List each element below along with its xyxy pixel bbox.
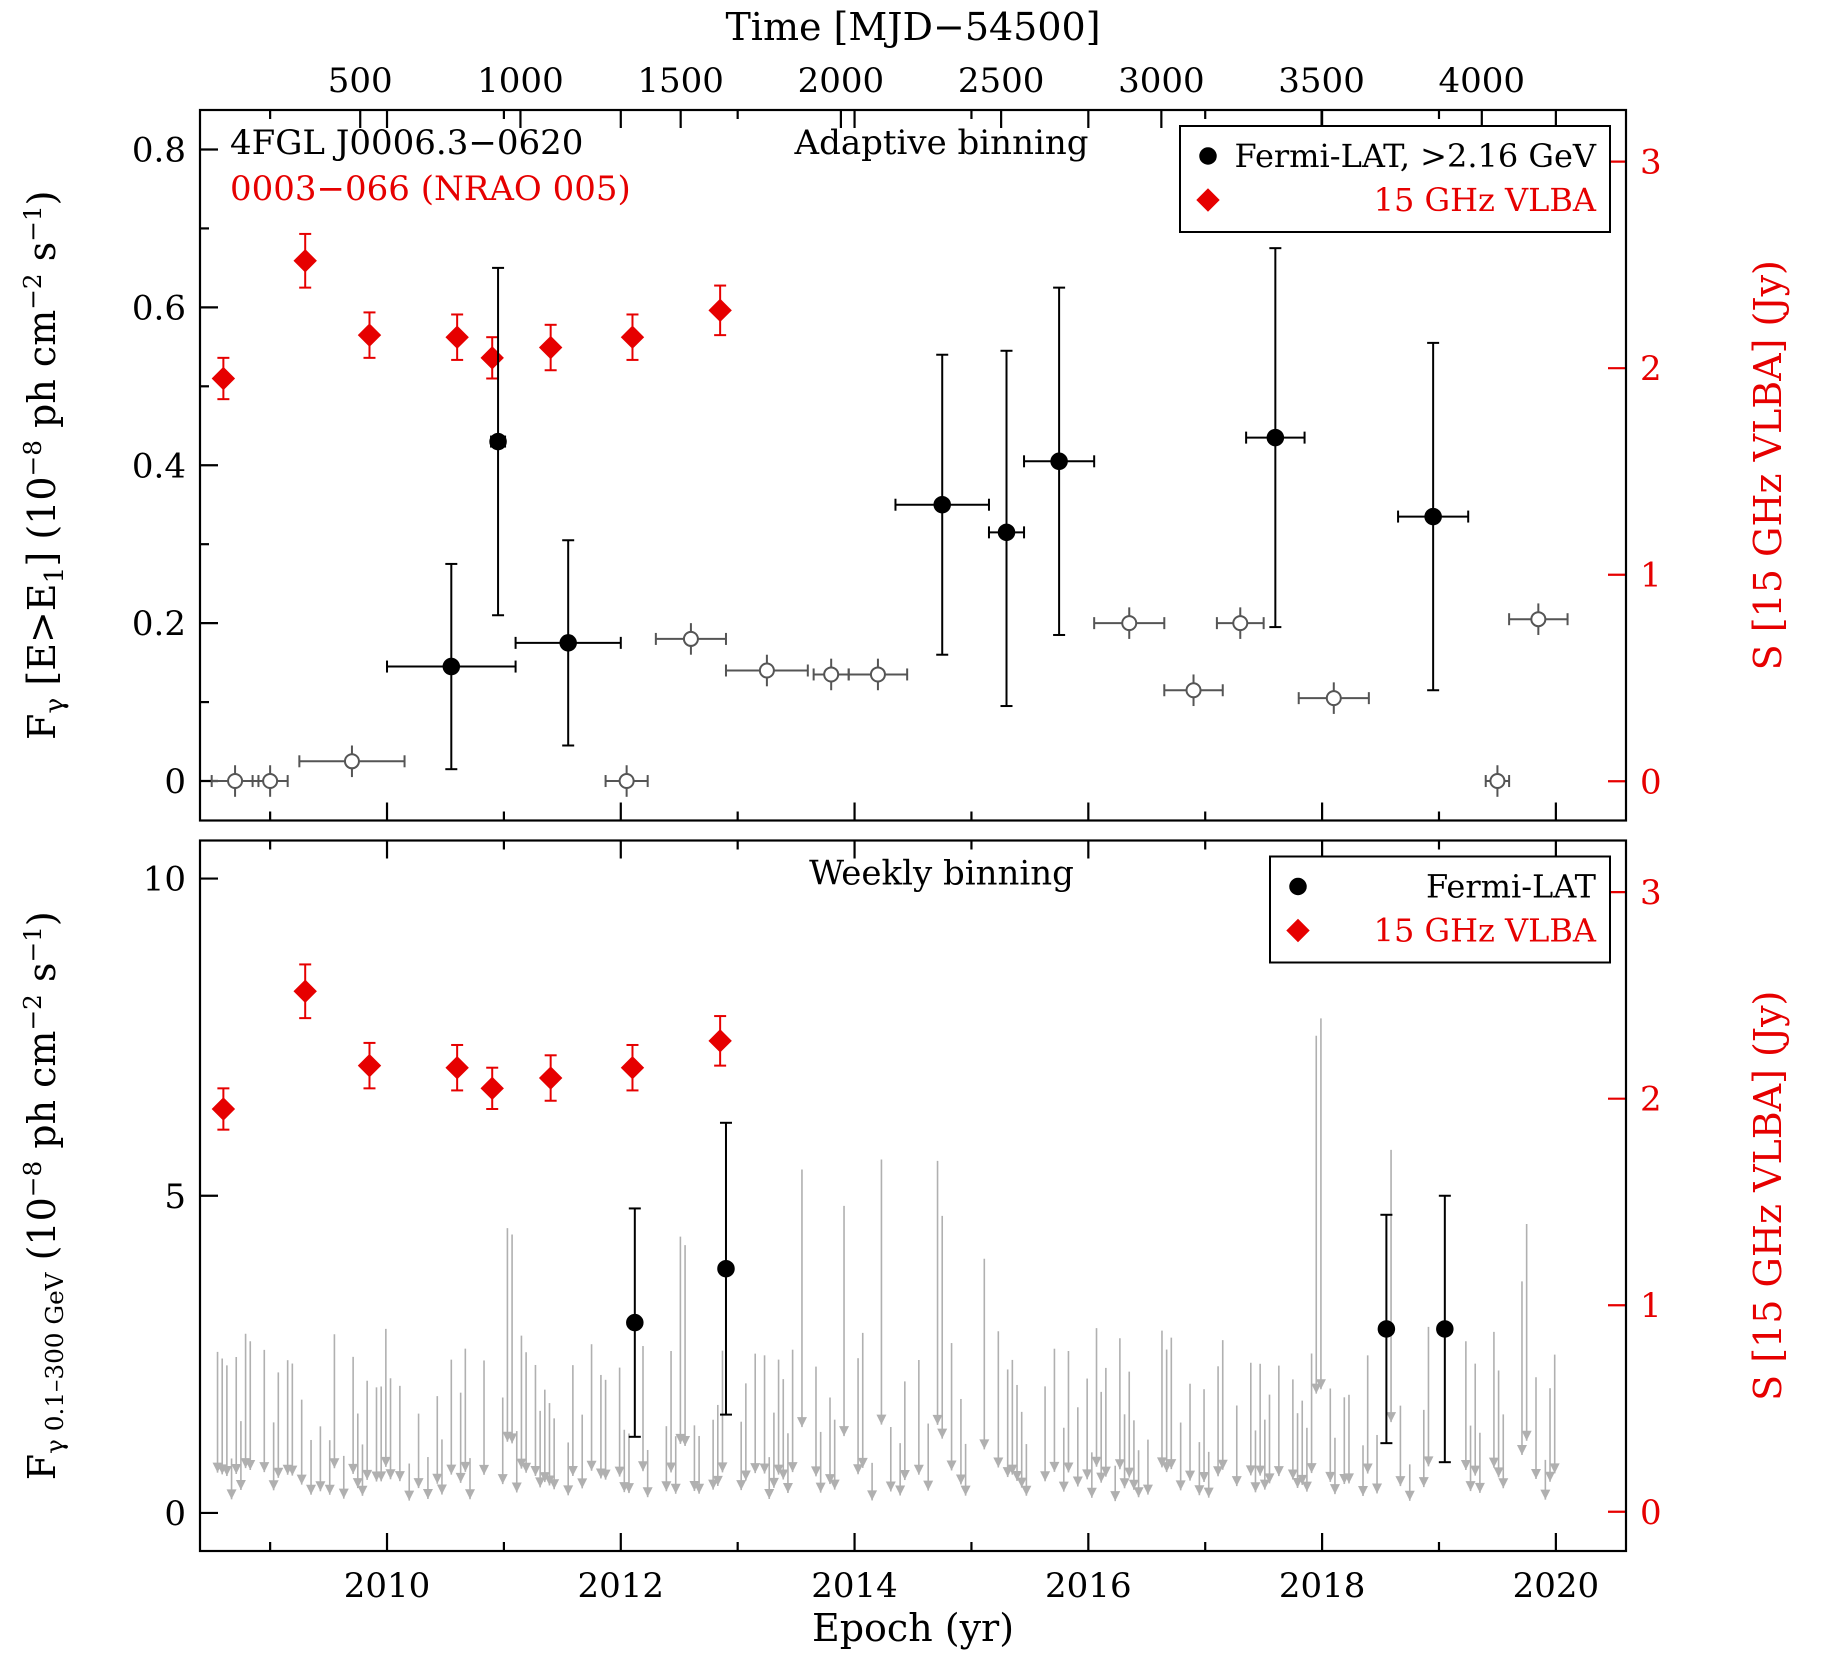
svg-text:500: 500 <box>328 61 393 101</box>
svg-text:Time [MJD−54500]: Time [MJD−54500] <box>725 5 1100 49</box>
svg-text:1500: 1500 <box>637 61 724 101</box>
svg-text:0.4: 0.4 <box>132 446 186 486</box>
svg-text:5: 5 <box>164 1177 186 1217</box>
svg-text:2: 2 <box>1640 1080 1662 1120</box>
legend-label: Fermi-LAT, >2.16 GeV <box>1234 137 1596 175</box>
svg-text:2014: 2014 <box>811 1566 898 1606</box>
svg-text:S [15 GHz VLBA] (Jy): S [15 GHz VLBA] (Jy) <box>1746 991 1790 1401</box>
svg-text:1: 1 <box>1640 1286 1662 1326</box>
svg-text:2: 2 <box>1640 349 1662 389</box>
legend-label: Fermi-LAT <box>1426 868 1597 906</box>
bottom-panel-title: Weekly binning <box>809 854 1074 894</box>
top-panel-data <box>212 234 1568 797</box>
svg-text:3000: 3000 <box>1118 61 1205 101</box>
legend-label: 15 GHz VLBA <box>1374 181 1597 219</box>
svg-text:3500: 3500 <box>1278 61 1365 101</box>
svg-text:3: 3 <box>1640 873 1662 913</box>
svg-text:0.2: 0.2 <box>132 604 186 644</box>
source-label-red: 0003−066 (NRAO 005) <box>230 169 631 209</box>
svg-text:1000: 1000 <box>477 61 564 101</box>
svg-text:2018: 2018 <box>1279 1566 1366 1606</box>
svg-text:Epoch (yr): Epoch (yr) <box>812 1606 1014 1650</box>
top-panel-title: Adaptive binning <box>794 123 1089 163</box>
svg-text:4000: 4000 <box>1439 61 1526 101</box>
bottom-panel-data <box>212 964 1559 1501</box>
svg-text:2500: 2500 <box>958 61 1045 101</box>
svg-text:2000: 2000 <box>798 61 885 101</box>
svg-text:2020: 2020 <box>1513 1566 1600 1606</box>
svg-text:3: 3 <box>1640 143 1662 183</box>
chart-svg: 500100015002000250030003500400000.20.40.… <box>0 0 1826 1671</box>
svg-text:0: 0 <box>164 762 186 802</box>
svg-text:2010: 2010 <box>344 1566 431 1606</box>
svg-text:2016: 2016 <box>1045 1566 1132 1606</box>
dual-panel-lightcurve-chart: 500100015002000250030003500400000.20.40.… <box>0 0 1826 1671</box>
svg-text:0.8: 0.8 <box>132 130 186 170</box>
svg-text:Fγ 0.1–300 GeV (10−8 ph cm−2 s: Fγ 0.1–300 GeV (10−8 ph cm−2 s−1) <box>18 911 69 1480</box>
svg-text:10: 10 <box>143 860 186 900</box>
svg-text:0: 0 <box>1640 1493 1662 1533</box>
svg-text:0.6: 0.6 <box>132 288 186 328</box>
svg-text:Fγ [E>E1] (10−8 ph cm−2 s−1): Fγ [E>E1] (10−8 ph cm−2 s−1) <box>18 191 70 740</box>
svg-text:2012: 2012 <box>578 1566 665 1606</box>
svg-text:1: 1 <box>1640 556 1662 596</box>
source-label-black: 4FGL J0006.3−0620 <box>230 123 583 163</box>
svg-text:0: 0 <box>1640 762 1662 802</box>
svg-text:S [15 GHz VLBA] (Jy): S [15 GHz VLBA] (Jy) <box>1746 260 1790 670</box>
legend-label: 15 GHz VLBA <box>1374 912 1597 950</box>
svg-text:0: 0 <box>164 1494 186 1534</box>
